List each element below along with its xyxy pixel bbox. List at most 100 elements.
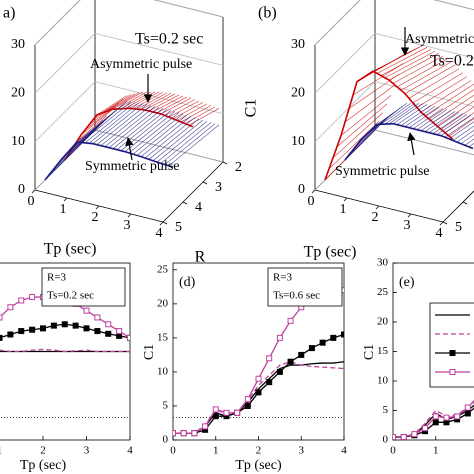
grid-line	[94, 32, 224, 66]
axis-line	[374, 129, 474, 156]
axis-line	[34, 0, 81, 46]
marker	[464, 410, 471, 417]
x-tick-label: 3	[299, 445, 305, 457]
tick-mark	[162, 221, 168, 225]
tick-mark	[462, 201, 468, 205]
surface-line	[112, 91, 144, 110]
arrow	[125, 137, 134, 161]
y-tick-label: 20	[157, 297, 169, 309]
marker	[287, 358, 294, 365]
surface-line	[356, 118, 388, 146]
marker	[276, 368, 283, 375]
marker	[341, 331, 344, 338]
z-tick-label: 30	[291, 37, 305, 52]
surface-line	[88, 102, 140, 144]
marker	[298, 351, 305, 358]
x-axis-label: Tp (sec)	[304, 244, 357, 261]
surface-line	[380, 49, 432, 76]
surface-line	[152, 119, 204, 161]
surface-line	[156, 121, 208, 163]
series-label: Symmetric pulse	[335, 164, 430, 179]
grid-line	[34, 0, 81, 46]
series-label: Asymmetric	[405, 32, 474, 47]
marker	[422, 425, 429, 432]
surface-line	[420, 80, 472, 113]
annotation: Ts=0.6 sec	[273, 290, 320, 302]
surface-line	[404, 106, 436, 127]
surface-line	[116, 109, 168, 150]
surface-line	[156, 96, 188, 114]
series-line	[173, 361, 344, 434]
tick-mark	[95, 205, 100, 210]
surface-line	[180, 105, 212, 123]
surface-line	[96, 95, 128, 116]
y-tick-label: 10	[157, 365, 169, 377]
x-tick-label: 1	[0, 445, 2, 457]
surface-line	[444, 117, 474, 138]
marker	[464, 404, 471, 411]
surface-line	[440, 106, 474, 130]
marker	[83, 325, 90, 332]
x-tick-label: 0	[390, 445, 396, 457]
surface-line	[336, 103, 388, 147]
y-axis-label: R	[195, 249, 206, 266]
legend-box	[41, 267, 126, 307]
plot-area	[173, 287, 344, 437]
marker	[105, 321, 112, 328]
surface-line	[176, 103, 208, 121]
surface-line	[104, 106, 156, 147]
surface-line	[416, 76, 468, 108]
series-line	[0, 296, 130, 339]
z-tick-label: 30	[11, 37, 25, 52]
surface-line	[424, 111, 456, 132]
panel-label: (b)	[258, 5, 277, 22]
plot-area	[0, 294, 130, 418]
x-tick-label: 4	[341, 445, 347, 457]
tick-mark	[311, 189, 316, 194]
marker	[94, 328, 101, 335]
y-tick-label: 5	[175, 220, 182, 235]
grid-line	[314, 0, 361, 46]
marker	[72, 322, 79, 329]
y-tick-label: 15	[157, 331, 169, 343]
series-line	[393, 399, 474, 438]
surface-line	[404, 64, 456, 94]
marker	[7, 304, 14, 311]
marker	[287, 317, 294, 324]
x-tick-label: 0	[28, 194, 35, 209]
series-line	[393, 404, 474, 438]
surface-line	[108, 107, 160, 148]
surface-line	[152, 95, 184, 113]
surface-line	[96, 104, 148, 145]
marker	[255, 375, 262, 382]
grid-line	[153, 0, 224, 18]
arrow	[407, 132, 416, 156]
panel-label: a)	[3, 5, 15, 22]
tick-mark	[439, 221, 444, 226]
surface-line	[84, 102, 136, 144]
x-tick-label: 4	[127, 445, 133, 457]
y-tick-label: 25	[157, 263, 169, 275]
x-tick-label: 2	[40, 445, 46, 457]
annotation: Ts=0.2 sec	[135, 31, 203, 48]
marker	[400, 434, 407, 440]
marker	[255, 389, 262, 396]
tick-mark	[375, 205, 380, 210]
y-axis-label: C1	[142, 344, 157, 360]
marker	[244, 396, 251, 403]
marker	[61, 321, 68, 328]
marker	[244, 402, 251, 409]
panel-label: (d)	[179, 275, 196, 290]
surface-line	[452, 125, 474, 141]
series-line	[173, 333, 344, 434]
surface-line	[120, 110, 172, 151]
surface-line	[92, 103, 144, 144]
tick-mark	[407, 213, 412, 218]
x-tick-label: 4	[436, 226, 443, 241]
tick-mark	[222, 161, 228, 165]
marker	[7, 331, 14, 338]
series-line	[324, 70, 454, 181]
x-tick-label: 2	[92, 210, 99, 225]
surface-line	[112, 108, 164, 149]
surface-line	[352, 122, 384, 151]
